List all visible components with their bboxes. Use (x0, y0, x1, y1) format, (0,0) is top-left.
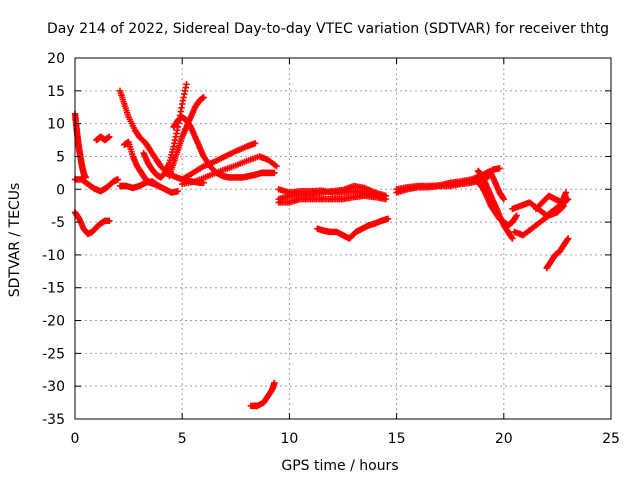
y-tick-label: -15 (42, 281, 65, 297)
y-tick-label: -30 (42, 379, 65, 395)
data-point (114, 176, 122, 183)
data-series (71, 81, 572, 410)
data-point (559, 203, 566, 210)
data-point (560, 202, 568, 209)
data-point (200, 94, 207, 101)
y-tick-label: 5 (56, 149, 65, 165)
y-tick-label: 20 (47, 51, 65, 67)
series-arc-u (474, 179, 520, 229)
x-axis-label: GPS time / hours (281, 458, 398, 474)
series-arc-o (275, 186, 379, 198)
x-tick-label: 25 (602, 431, 620, 447)
data-point (371, 191, 379, 198)
series-arc-x (511, 202, 568, 239)
data-point (155, 182, 162, 190)
series-arc-l (179, 153, 280, 188)
series-arc-j (166, 94, 207, 180)
x-tick-label: 0 (71, 431, 80, 447)
y-tick-label: -35 (42, 412, 65, 428)
data-point (564, 235, 572, 242)
data-point (562, 189, 570, 196)
data-point (251, 140, 259, 147)
y-tick-label: 0 (56, 182, 65, 198)
y-axis-label: SDTVAR / TECUs (7, 183, 23, 298)
data-point (513, 212, 520, 219)
data-point (496, 165, 503, 172)
x-tick-label: 20 (495, 431, 513, 447)
data-point (271, 379, 278, 387)
series-arc-v (487, 169, 507, 203)
series-arc-b (71, 176, 122, 195)
series-arc-q (247, 379, 278, 410)
y-tick-label: -5 (51, 215, 65, 231)
y-tick-label: 15 (47, 84, 65, 100)
data-point (106, 217, 113, 224)
grid (75, 58, 611, 419)
y-tick-label: 10 (47, 117, 65, 133)
series-arc-k (179, 140, 259, 183)
series-arc-a (71, 110, 89, 181)
y-tick-label: -25 (42, 346, 65, 362)
series-arc-g (121, 138, 162, 190)
data-point (382, 195, 390, 203)
plot-frame (74, 57, 612, 420)
x-tick-label: 5 (178, 431, 187, 447)
y-tick-label: -20 (42, 314, 65, 330)
series-arc-c (71, 209, 113, 238)
series-arc-i (170, 113, 278, 181)
axis-ticks: 0 5 10 15 20 25 -35 -30 -25 -20 -15 -10 -5 0 5 10 15 20 (42, 51, 620, 447)
chart-title: Day 214 of 2022, Sidereal Day-to-day VTE… (47, 21, 609, 37)
data-point (273, 163, 280, 170)
data-point (384, 215, 392, 223)
data-point (500, 195, 507, 203)
data-point (183, 81, 190, 88)
data-point (174, 188, 182, 195)
data-point (271, 169, 278, 177)
series-arc-n (275, 192, 390, 206)
series-arc-h (140, 81, 190, 181)
data-point (106, 133, 113, 140)
series-arc-s (393, 172, 492, 196)
series-arc-y (532, 189, 570, 213)
series-arc-p (314, 215, 392, 242)
x-tick-label: 10 (280, 431, 298, 447)
x-tick-label: 15 (388, 431, 406, 447)
data-point (509, 235, 516, 242)
series-arc-d (93, 133, 113, 144)
series-arc-z (543, 235, 572, 272)
y-tick-label: -10 (42, 248, 65, 264)
